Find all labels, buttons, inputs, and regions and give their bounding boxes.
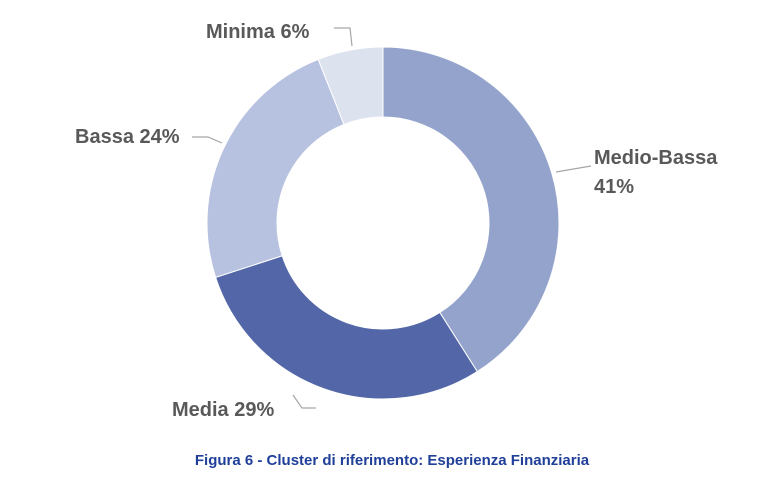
label-bassa: Bassa 24% [75, 126, 180, 148]
leader-bassa [192, 136, 223, 144]
label-medio-bassa-name: Medio-Bassa [594, 147, 718, 169]
slice-media [214, 255, 478, 400]
slice-medio-bassa [382, 46, 560, 373]
leader-lines [192, 27, 592, 409]
figure-caption: Figura 6 - Cluster di riferimento: Esper… [194, 452, 590, 469]
leader-medio-bassa [555, 165, 592, 173]
leader-media [292, 394, 316, 409]
donut-slices [206, 46, 560, 400]
label-media: Media 29% [172, 399, 274, 421]
slice-minima [317, 46, 384, 126]
slice-bassa [206, 58, 345, 279]
label-minima: Minima 6% [206, 21, 310, 43]
label-medio-bassa-value: 41% [594, 176, 634, 198]
leader-minima [334, 27, 353, 47]
